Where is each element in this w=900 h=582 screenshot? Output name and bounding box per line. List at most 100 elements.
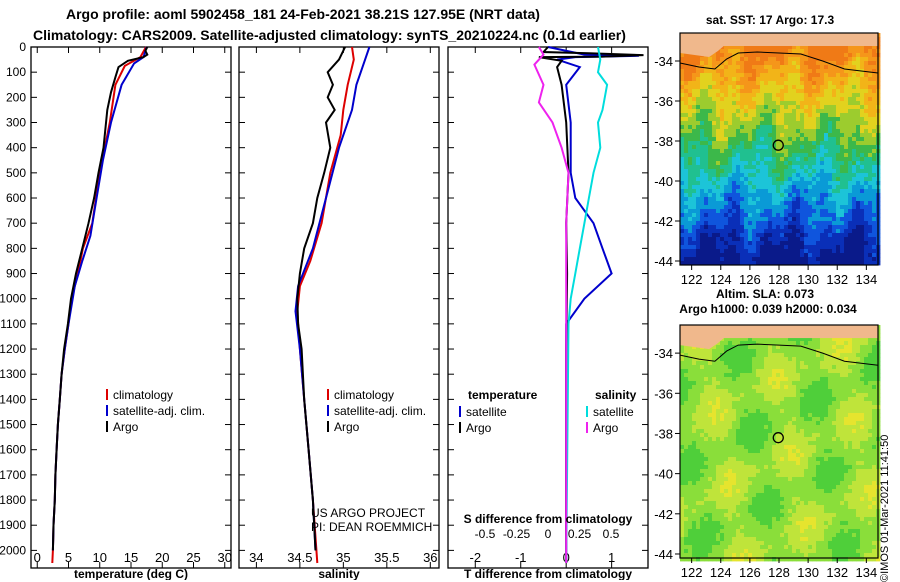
difference-line-s-argo [534, 47, 568, 563]
sla-map-ytick-label: -38 [654, 426, 673, 441]
depth-tick-label: 1300 [0, 367, 26, 381]
difference-legend-label-left: satellite [466, 405, 507, 419]
temperature-line-satellite-adj-clim- [53, 47, 147, 550]
temperature-legend-label: satellite-adj. clim. [113, 404, 205, 418]
depth-tick-label: 200 [6, 90, 26, 104]
depth-tick-label: 800 [6, 241, 26, 255]
temperature-xlabel: temperature (deg C) [74, 567, 188, 580]
depth-tick-label: 400 [6, 141, 26, 155]
salinity-annotation: US ARGO PROJECT [311, 506, 426, 520]
salinity-frame [239, 47, 439, 568]
difference-frame [448, 47, 648, 568]
temperature-frame [31, 47, 231, 568]
temperature-legend-label: climatology [113, 388, 173, 402]
sst-map-xtick-label: 124 [710, 272, 732, 287]
depth-tick-label: 1200 [0, 342, 26, 356]
difference-xlabel: T difference from climatology [464, 567, 632, 580]
sst-map-xtick-label: 126 [739, 272, 761, 287]
sst-map-ytick-label: -34 [654, 54, 673, 69]
difference-xtick-top-label: 0.5 [603, 527, 620, 541]
sla-map-ytick-label: -44 [654, 547, 673, 562]
sst-map-ytick-label: -38 [654, 134, 673, 149]
sst-map-land-strip [680, 33, 878, 46]
temperature-xtick-label: 10 [93, 550, 107, 565]
sst-map-ytick-label: -42 [654, 214, 673, 229]
difference-line-s-satellite [566, 47, 607, 563]
salinity-xtick-label: 36 [423, 550, 437, 565]
difference-xlabel-top: S difference from climatology [464, 512, 633, 526]
salinity-legend-label: satellite-adj. clim. [334, 404, 426, 418]
salinity-xtick-label: 35.5 [374, 550, 399, 565]
depth-tick-label: 1100 [0, 317, 26, 331]
difference-line-t-satellite [548, 47, 639, 563]
salinity-legend-label: Argo [334, 420, 360, 434]
temperature-xtick-label: 0 [34, 550, 41, 565]
sla-map-xtick-label: 124 [710, 565, 732, 580]
sla-map-xtick-label: 130 [797, 565, 819, 580]
depth-tick-label: 1700 [0, 468, 26, 482]
salinity-line-satellite-adj-clim- [296, 47, 370, 550]
salinity-xtick-label: 34.5 [287, 550, 312, 565]
sla-map-xtick-label: 132 [826, 565, 848, 580]
depth-tick-label: 1400 [0, 392, 26, 406]
depth-tick-label: 600 [6, 191, 26, 205]
depth-tick-label: 1900 [0, 518, 26, 532]
sla-map-ytick-label: -36 [654, 386, 673, 401]
difference-legend-label-right: satellite [593, 405, 634, 419]
difference-line-t-argo [539, 47, 644, 563]
sst-map-xtick-label: 130 [797, 272, 819, 287]
salinity-line-argo [297, 47, 345, 550]
depth-tick-label: 1000 [0, 292, 26, 306]
sst-map-ytick-label: -36 [654, 94, 673, 109]
temperature-line-climatology [52, 47, 146, 563]
depth-tick-label: 900 [6, 267, 26, 281]
salinity-xtick-label: 35 [336, 550, 350, 565]
salinity-annotation: PI: DEAN ROEMMICH [311, 520, 432, 534]
temperature-xtick-label: 5 [65, 550, 72, 565]
salinity-legend-label: climatology [334, 388, 394, 402]
difference-xtick-label: -2 [469, 550, 481, 565]
difference-legend-label-left: Argo [466, 421, 492, 435]
difference-xtick-label: 1 [608, 550, 615, 565]
depth-tick-label: 2000 [0, 543, 26, 557]
sla-map-xtick-label: 122 [681, 565, 703, 580]
depth-tick-label: 500 [6, 166, 26, 180]
salinity-xlabel: salinity [318, 567, 360, 580]
difference-legend-label-right: Argo [593, 421, 619, 435]
depth-tick-label: 0 [19, 40, 26, 54]
difference-xtick-label: -1 [515, 550, 527, 565]
sla-map-land-strip [680, 325, 878, 338]
sla-map-xtick-label: 126 [739, 565, 761, 580]
difference-legend-title-right: salinity [595, 388, 637, 402]
difference-xtick-top-label: -0.25 [503, 527, 531, 541]
depth-tick-label: 300 [6, 116, 26, 130]
sst-map-title: sat. SST: 17 Argo: 17.3 [706, 13, 835, 27]
depth-tick-label: 1500 [0, 418, 26, 432]
sla-map-subtitle: Argo h1000: 0.039 h2000: 0.034 [679, 302, 857, 316]
difference-legend-title-left: temperature [468, 388, 538, 402]
sst-map-xtick-label: 128 [768, 272, 790, 287]
sla-map-ytick-label: -34 [654, 346, 673, 361]
difference-xtick-top-label: 0.25 [568, 527, 592, 541]
depth-tick-label: 1800 [0, 493, 26, 507]
temperature-xtick-label: 25 [186, 550, 200, 565]
sst-map-xtick-label: 132 [826, 272, 848, 287]
sst-map-xtick-label: 122 [681, 272, 703, 287]
sst-map-ytick-label: -40 [654, 174, 673, 189]
sla-map-title: Altim. SLA: 0.073 [716, 287, 814, 301]
temperature-legend-label: Argo [113, 420, 139, 434]
sst-map-xtick-label: 134 [856, 272, 878, 287]
sla-map-xtick-label: 134 [856, 565, 878, 580]
difference-xtick-top-label: 0 [545, 527, 552, 541]
imos-credit: ©IMOS 01-Mar-2021 11:41:50 [879, 435, 891, 582]
depth-tick-label: 1600 [0, 443, 26, 457]
sst-map-ytick-label: -44 [654, 254, 673, 269]
depth-tick-label: 700 [6, 216, 26, 230]
sla-map-ytick-label: -40 [654, 467, 673, 482]
sla-map-xtick-label: 128 [768, 565, 790, 580]
difference-xtick-top-label: -0.5 [475, 527, 496, 541]
salinity-xtick-label: 34 [249, 550, 263, 565]
sla-map-ytick-label: -42 [654, 507, 673, 522]
